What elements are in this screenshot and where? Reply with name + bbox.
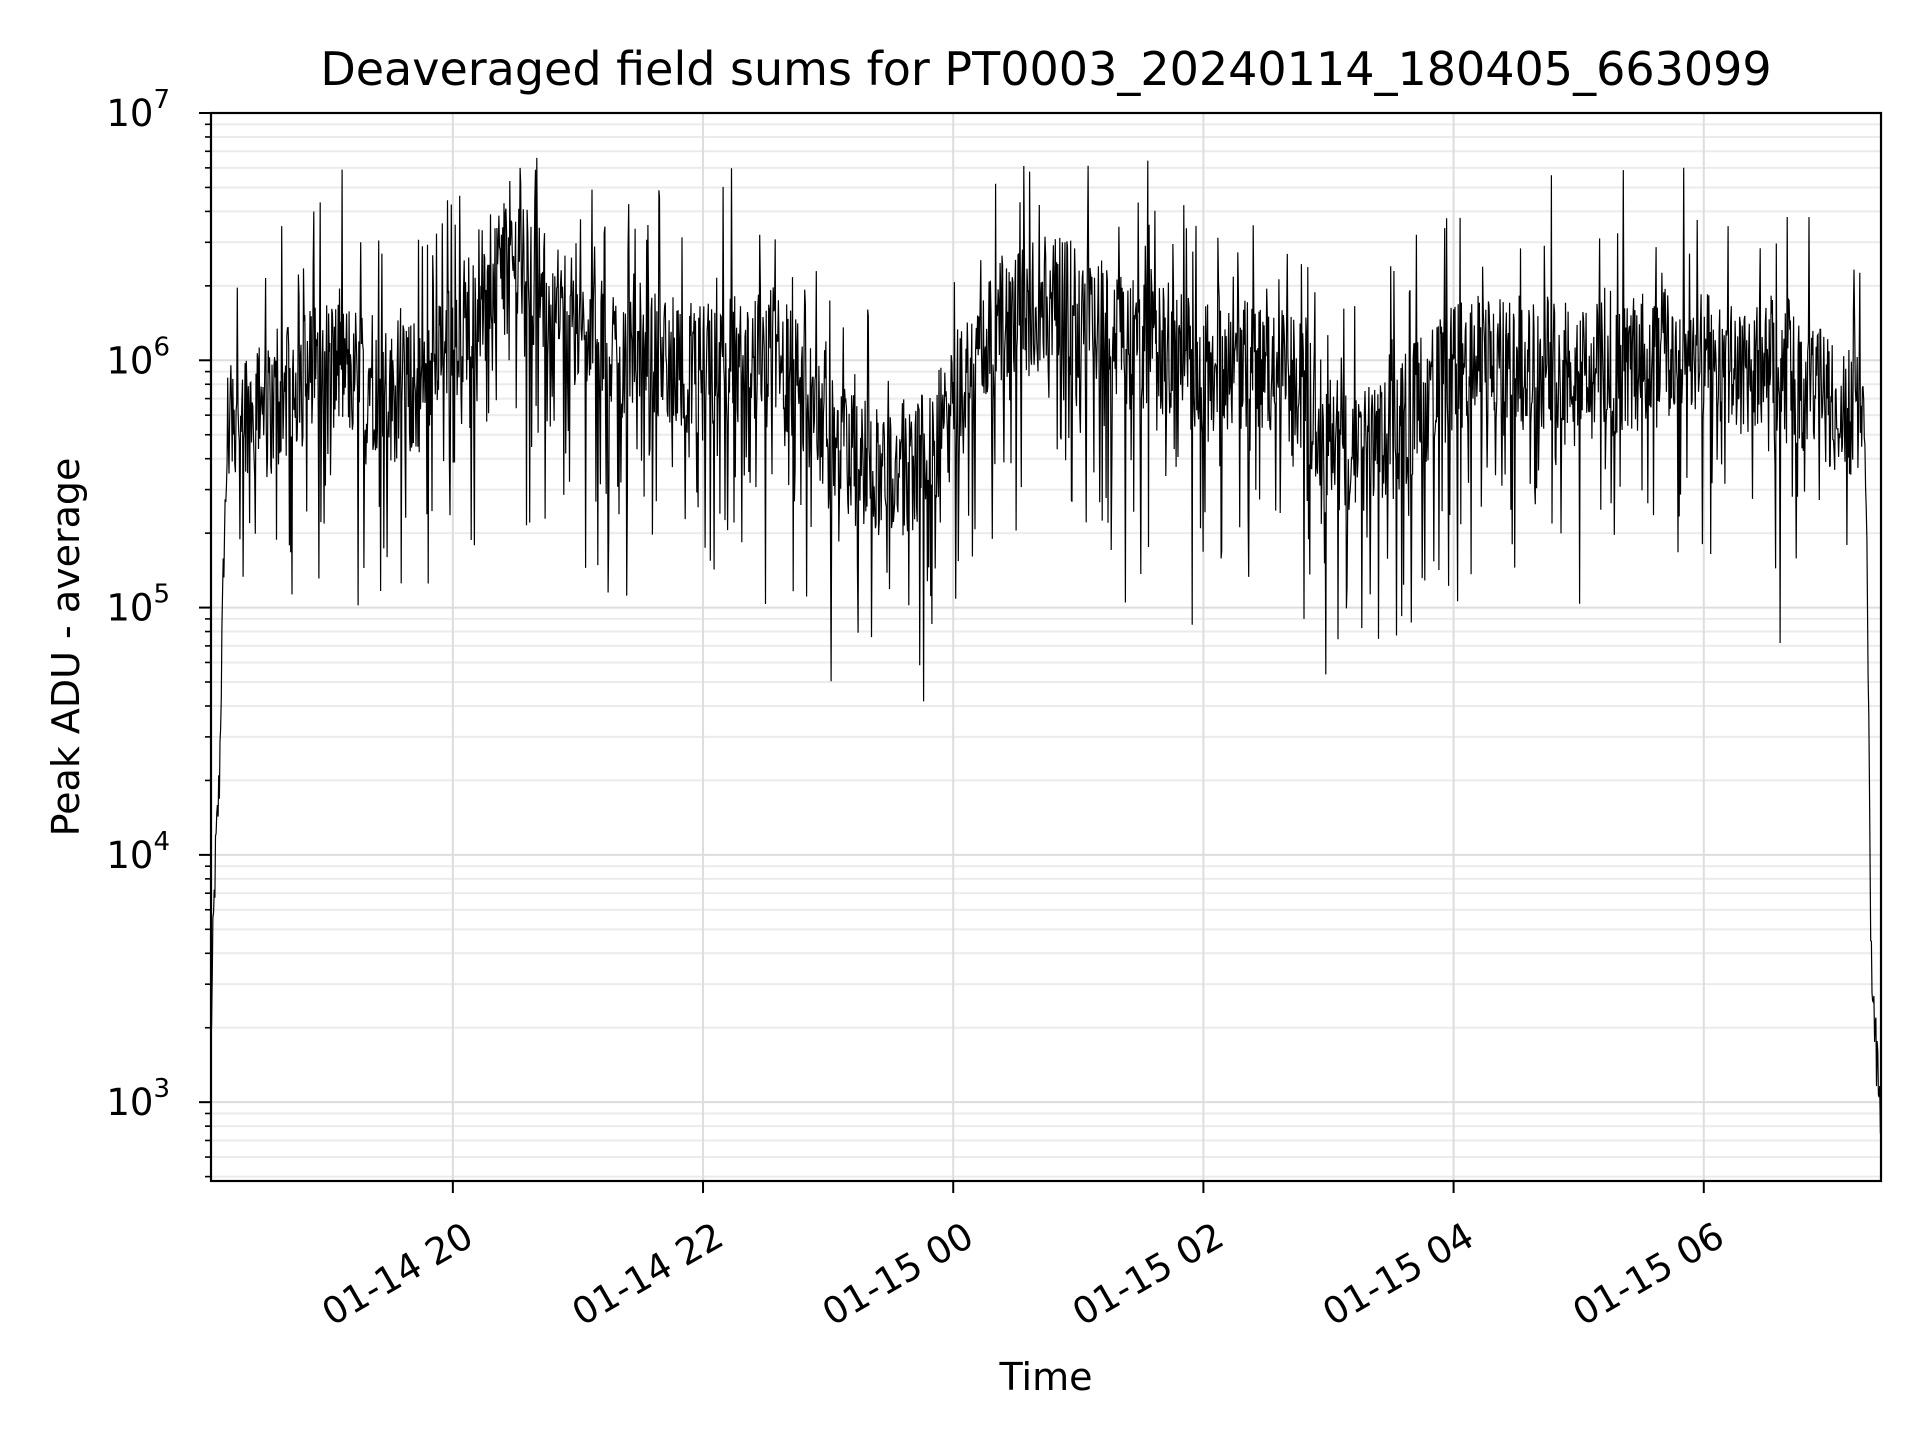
series-line: [210, 157, 1882, 1134]
grid-lines: [211, 112, 1881, 1181]
plot-frame: [209, 111, 1883, 1183]
y-axis-label: Peak ADU - average: [44, 458, 88, 837]
x-axis-label: Time: [999, 1355, 1093, 1399]
chart-title: Deaveraged field sums for PT0003_2024011…: [320, 42, 1771, 96]
y-tick-label: 103: [106, 1074, 170, 1124]
y-tick-label: 106: [106, 332, 170, 382]
plot-area: [210, 157, 1882, 1134]
y-axis-ticks: 103 104 105 106 107: [106, 85, 211, 1178]
y-tick-label: 104: [106, 827, 170, 877]
y-tick-label: 107: [106, 85, 170, 135]
y-tick-label: 105: [106, 580, 170, 630]
